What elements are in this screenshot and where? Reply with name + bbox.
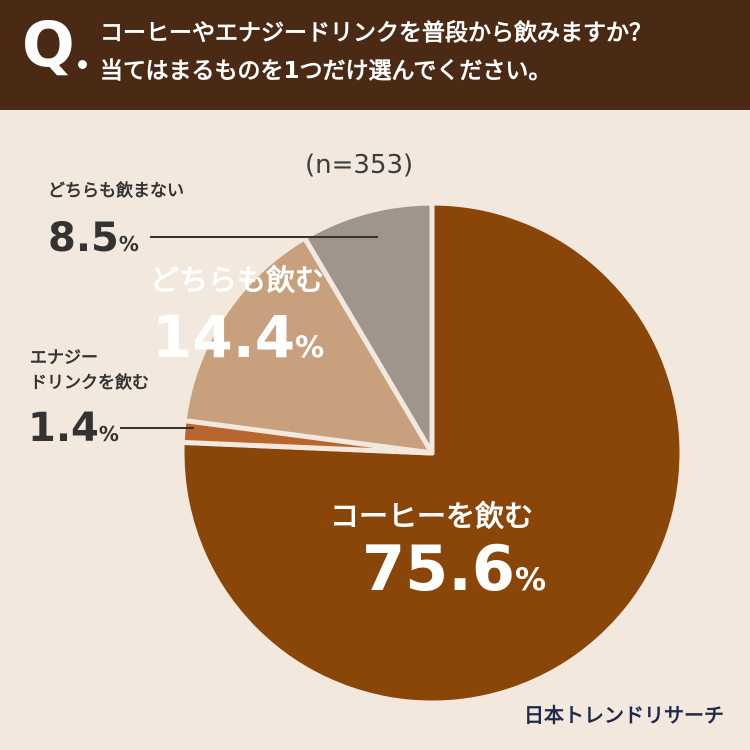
slice-neither [302, 200, 435, 456]
label-both-name: どちらも飲む [150, 263, 325, 297]
question-dot [78, 60, 87, 69]
label-energy-name-line1: エナジー [30, 348, 98, 368]
label-neither-value: 8.5% [48, 215, 139, 261]
label-coffee-value: 75.6% [362, 532, 547, 605]
leader-line-energy [120, 427, 194, 429]
sample-size-label: (n=353) [305, 150, 414, 180]
label-energy-name-line2: ドリンクを飲む [30, 373, 149, 393]
question-text-line2: 当てはまるものを1つだけ選んでください。 [100, 58, 552, 84]
question-text-line1: コーヒーやエナジードリンクを普段から飲みますか？ [100, 20, 652, 46]
brand-logo: 日本トレンドリサーチ [524, 703, 724, 727]
slice-both [181, 235, 435, 456]
label-neither-name: どちらも飲まない [48, 181, 184, 201]
label-energy-value: 1.4% [28, 405, 119, 451]
question-mark: Q [22, 8, 75, 81]
question-header: Q コーヒーやエナジードリンクを普段から飲みますか？ 当てはまるものを1つだけ選… [0, 0, 750, 110]
leader-line-neither [150, 236, 378, 238]
label-both-value: 14.4% [152, 303, 325, 371]
label-coffee-name: コーヒーを飲む [330, 499, 534, 533]
